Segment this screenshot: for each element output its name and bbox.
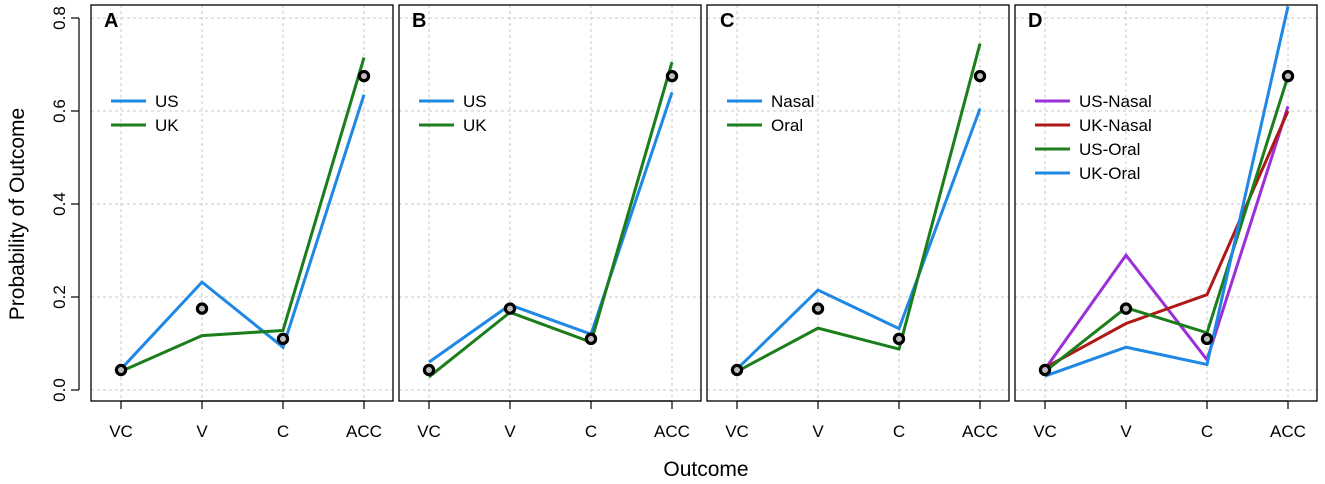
legend-label: Oral (771, 116, 803, 135)
panel-frame (90, 4, 394, 402)
observed-point-vc (1038, 363, 1052, 377)
x-tick-label: C (277, 422, 289, 441)
observed-point-v (195, 302, 209, 315)
y-axis: 0.0 0.2 0.4 0.6 0.8 (50, 6, 80, 402)
panel-label: C (720, 10, 734, 32)
x-tick-label: VC (109, 422, 133, 441)
series-line-uk-oral (1044, 6, 1290, 378)
legend-label: US-Nasal (1079, 92, 1152, 111)
panel-frame (706, 4, 1010, 402)
panel-label: D (1028, 10, 1042, 32)
panel-frame (1014, 4, 1318, 402)
x-tick-label: VC (1033, 422, 1057, 441)
x-tick-label: ACC (1270, 422, 1306, 441)
x-tick-label: ACC (654, 422, 690, 441)
observed-point-c (892, 332, 906, 346)
x-tick-label: VC (725, 422, 749, 441)
legend-label: UK (463, 116, 487, 135)
series-line-us-oral (1044, 75, 1290, 373)
legend-label: UK (155, 116, 179, 135)
y-tick-label: 0.6 (50, 99, 69, 123)
legend-label: US-Oral (1079, 140, 1140, 159)
x-tick-label: ACC (346, 422, 382, 441)
series-line-us (428, 91, 674, 364)
legend: Nasal Oral (727, 92, 814, 135)
y-tick-label: 0.8 (50, 6, 69, 30)
legend-label: US (155, 92, 179, 111)
observed-point-acc (357, 69, 371, 83)
x-tick-label: V (196, 422, 208, 441)
legend-label: UK-Nasal (1079, 116, 1152, 135)
x-tick-label: C (585, 422, 597, 441)
x-tick-label: VC (417, 422, 441, 441)
x-tick-label: C (1201, 422, 1213, 441)
legend-label: US (463, 92, 487, 111)
series-line-nasal (735, 108, 982, 371)
legend-label: UK-Oral (1079, 164, 1140, 183)
x-tick-label: V (504, 422, 516, 441)
panel-frame (398, 4, 702, 402)
observed-point-c (584, 332, 598, 346)
panel-label: B (412, 10, 426, 32)
observed-point-acc (973, 69, 987, 83)
observed-point-v (503, 302, 517, 315)
legend: US UK (419, 92, 487, 135)
panel-label: A (104, 10, 118, 32)
observed-point-acc (1281, 69, 1295, 83)
y-tick-label: 0.2 (50, 285, 69, 309)
y-tick-label: 0.0 (50, 378, 69, 402)
series-line-oral (736, 43, 982, 373)
series-line-uk (120, 57, 366, 373)
x-tick-label: C (893, 422, 905, 441)
series-line-us-nasal (1043, 105, 1290, 370)
legend: US UK (111, 92, 179, 135)
y-axis-title: Probability of Outcome (6, 108, 29, 320)
series-line-uk (428, 61, 674, 379)
observed-point-c (276, 332, 290, 346)
legend: US-Nasal UK-Nasal US-Oral UK-Oral (1035, 92, 1152, 183)
observed-point-v (1119, 302, 1133, 315)
y-tick-label: 0.4 (50, 192, 69, 216)
observed-point-vc (422, 363, 436, 377)
observed-point-c (1200, 332, 1214, 346)
observed-point-acc (665, 69, 679, 83)
observed-point-vc (730, 363, 744, 377)
x-axis-title: Outcome (663, 458, 748, 481)
observed-point-vc (114, 363, 128, 377)
legend-label: Nasal (771, 92, 814, 111)
observed-point-v (811, 302, 825, 315)
x-tick-label: ACC (962, 422, 998, 441)
x-tick-label: V (812, 422, 824, 441)
series-line-us (119, 94, 366, 371)
x-tick-label: V (1120, 422, 1132, 441)
